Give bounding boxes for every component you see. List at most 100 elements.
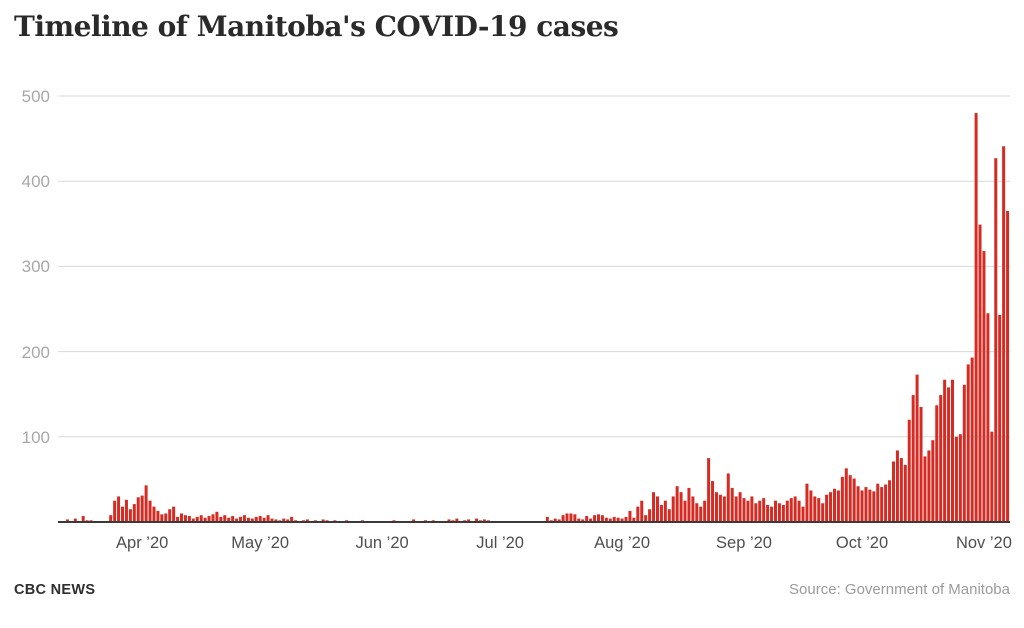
bar [836,490,840,522]
bar [734,496,738,522]
bar [640,500,644,522]
bar [172,506,176,522]
bar [242,515,246,522]
bar [561,515,565,522]
bar [718,494,722,522]
bar [624,516,628,522]
bar [868,489,872,522]
bar [809,490,813,522]
bar [589,518,593,522]
bar [258,516,262,522]
bar [840,476,844,522]
bar [766,504,770,522]
bar [1002,146,1006,522]
bar [148,500,152,522]
bar [714,492,718,522]
bar [785,500,789,522]
bar [695,503,699,522]
bar [187,516,191,522]
bar [132,504,136,522]
bar [246,517,250,522]
x-axis-tick-label-3: Jun ’20 [355,534,409,552]
bar [545,516,549,522]
bar [207,516,211,522]
bar [915,374,919,522]
daily-case-bars [62,113,1010,522]
bar [793,496,797,522]
bar [832,488,836,522]
bar [600,515,604,522]
bar [608,518,612,522]
bar [239,516,243,522]
y-axis-tick-label-200: 200 [21,342,50,362]
bar [891,461,895,522]
bar [140,495,144,522]
x-axis-tick-label-6: Sep ’20 [716,534,772,552]
bar [652,492,656,522]
bar [447,519,451,522]
bar [565,513,569,522]
bar [585,516,589,522]
bar [872,491,876,522]
bar [978,224,982,522]
bar [593,515,597,522]
bar [730,487,734,522]
bar [954,436,958,522]
bar [726,473,730,522]
bar [907,419,911,522]
bar [931,440,935,522]
bar [223,515,227,522]
bar [844,468,848,522]
bar [707,458,711,522]
x-axis-tick-label-5: Aug ’20 [594,534,651,552]
bar [266,515,270,522]
bar [821,503,825,522]
bar [703,500,707,522]
bar [856,486,860,522]
bar [738,492,742,522]
bar [982,251,986,522]
bar [467,519,471,522]
bar [852,478,856,522]
bar [671,496,675,522]
bar [168,509,172,522]
bar [655,496,659,522]
bar [829,492,833,522]
bar [274,519,278,522]
bar [620,518,624,522]
bar [231,516,235,522]
bar [164,513,168,522]
bar [911,395,915,522]
bar [250,518,254,522]
bar [722,496,726,522]
bar [577,518,581,522]
bar [951,379,954,522]
bar [321,519,325,522]
bar [758,500,762,522]
bar [290,516,294,522]
bar [974,113,978,522]
bar [864,487,868,522]
bar [805,483,809,522]
bar [305,519,309,522]
bar [935,405,939,522]
y-axis-tick-label-100: 100 [21,427,50,447]
x-axis-tick-label-1: Apr ’20 [116,534,169,552]
bar [750,496,754,522]
bar [569,513,573,522]
bar [742,498,746,522]
bar [691,496,695,522]
bar [683,500,687,522]
cbc-news-brand: CBC NEWS [14,582,96,598]
bar [675,486,679,522]
bar [604,517,608,522]
bar [884,484,888,522]
bar [113,500,117,522]
bar [986,313,990,522]
bar [81,516,85,522]
bar [876,483,880,522]
bar [191,518,195,522]
bar [136,497,140,522]
